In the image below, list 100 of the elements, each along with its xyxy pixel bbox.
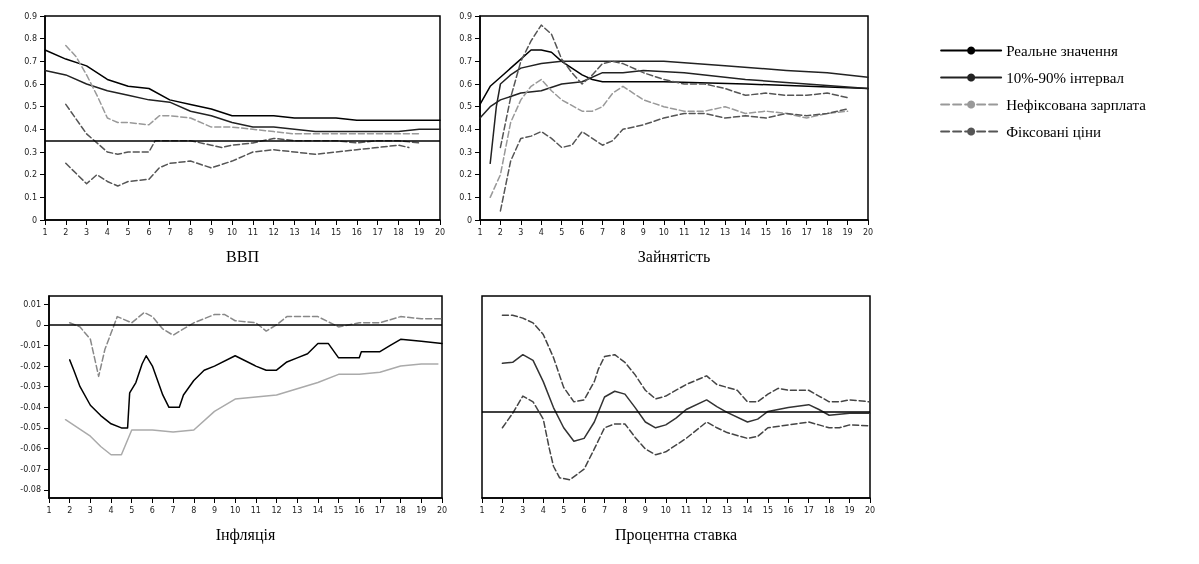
x-tick-label: 1: [477, 227, 483, 237]
x-tick-label: 4: [538, 227, 544, 237]
line-series: [65, 44, 420, 135]
x-tick-label: 17: [374, 505, 386, 515]
x-tick-label: 7: [170, 505, 176, 515]
y-tick-label: 0.01: [23, 299, 41, 309]
legend-label: Фіксовані ціни: [1006, 123, 1101, 140]
x-tick-label: 9: [642, 505, 648, 515]
x-tick-label: 18: [395, 505, 406, 515]
x-tick-label: 16: [351, 227, 362, 237]
y-tick-label: 0.8: [459, 34, 472, 44]
x-tick-label: 10: [227, 227, 238, 237]
x-tick-label: 11: [247, 227, 258, 237]
x-tick-label: 7: [601, 505, 608, 515]
x-tick-label: 12: [268, 227, 279, 237]
x-tick-label: 20: [864, 505, 876, 515]
x-tick-label: 6: [581, 505, 587, 515]
x-tick-label: 9: [640, 227, 646, 237]
legend-label: 10%-90% інтервал: [1006, 69, 1125, 86]
x-tick-label: 13: [292, 505, 303, 515]
x-tick-label: 15: [333, 505, 344, 515]
y-tick-label: 0.2: [459, 170, 472, 180]
x-tick-label: 10: [660, 505, 671, 515]
x-tick-label: 2: [497, 227, 503, 237]
x-tick-label: 18: [393, 227, 404, 237]
x-tick-label: 5: [559, 227, 565, 237]
x-tick-label: 19: [842, 227, 853, 237]
x-tick-label: 2: [67, 505, 73, 515]
y-tick-label: 0.9: [24, 11, 37, 21]
x-tick-label: 8: [620, 227, 626, 237]
x-axis-title: ВВП: [226, 247, 260, 265]
x-tick-label: 13: [719, 227, 731, 237]
x-tick-label: 12: [699, 227, 710, 237]
x-tick-label: 11: [679, 227, 690, 237]
x-tick-label: 17: [803, 505, 814, 515]
x-tick-label: 3: [520, 505, 526, 515]
y-tick-label: 0.5: [24, 102, 37, 112]
x-tick-label: 5: [129, 505, 135, 515]
x-tick-label: 3: [87, 505, 93, 515]
y-tick-label: -0.05: [20, 423, 41, 433]
x-tick-label: 9: [208, 227, 214, 237]
x-tick-label: 17: [801, 227, 812, 237]
y-tick-label: -0.01: [20, 340, 41, 350]
x-tick-label: 2: [499, 505, 505, 515]
x-tick-label: 7: [167, 227, 173, 237]
x-tick-label: 4: [108, 505, 114, 515]
legend-label: Нефіксована зарплата: [1006, 96, 1147, 113]
y-tick-label: 0: [31, 215, 37, 225]
y-tick-label: 0: [466, 215, 472, 225]
x-tick-label: 18: [824, 505, 835, 515]
x-tick-label: 1: [46, 505, 52, 515]
y-tick-label: 0.7: [24, 56, 37, 66]
x-tick-label: 20: [862, 227, 874, 237]
x-tick-label: 16: [781, 227, 792, 237]
y-tick-label: 0: [35, 320, 41, 330]
y-tick-label: 0.3: [459, 147, 472, 157]
y-tick-label: -0.07: [20, 464, 41, 474]
x-tick-label: 14: [742, 505, 753, 515]
x-tick-label: 11: [681, 505, 692, 515]
y-tick-label: -0.08: [20, 485, 41, 495]
x-tick-label: 9: [211, 505, 218, 515]
y-tick-label: 0.9: [459, 11, 472, 21]
line-series: [499, 108, 849, 212]
line-series: [68, 311, 443, 378]
x-tick-label: 15: [760, 227, 771, 237]
x-tick-label: 6: [579, 227, 585, 237]
x-tick-label: 10: [230, 505, 241, 515]
x-tick-label: 1: [42, 227, 48, 237]
x-tick-label: 6: [146, 227, 152, 237]
x-tick-label: 15: [762, 505, 773, 515]
y-tick-label: -0.03: [20, 382, 41, 392]
x-tick-label: 8: [191, 505, 197, 515]
x-tick-label: 19: [414, 227, 425, 237]
x-tick-label: 13: [721, 505, 733, 515]
x-tick-label: 5: [561, 505, 567, 515]
y-tick-label: 0.8: [24, 34, 37, 44]
line-series: [499, 24, 849, 149]
x-tick-label: 2: [63, 227, 69, 237]
x-tick-label: 12: [271, 505, 282, 515]
y-tick-label: 0.6: [24, 79, 37, 89]
y-tick-label: 0.4: [24, 124, 37, 134]
line-series: [65, 144, 410, 187]
x-tick-label: 13: [289, 227, 300, 237]
x-tick-label: 7: [599, 227, 606, 237]
y-tick-label: 0.5: [459, 102, 472, 112]
x-tick-label: 8: [622, 505, 628, 515]
x-tick-label: 14: [312, 505, 323, 515]
x-tick-label: 16: [783, 505, 794, 515]
y-tick-label: 0.4: [459, 124, 472, 134]
y-tick-label: 0.1: [24, 192, 37, 202]
x-tick-label: 1: [479, 505, 485, 515]
y-tick-label: -0.06: [20, 444, 41, 454]
y-tick-label: 0.7: [459, 56, 472, 66]
x-tick-label: 18: [822, 227, 833, 237]
x-tick-label: 17: [372, 227, 383, 237]
x-tick-label: 14: [740, 227, 751, 237]
x-tick-label: 11: [250, 505, 261, 515]
x-tick-label: 12: [701, 505, 712, 515]
x-tick-label: 10: [658, 227, 669, 237]
y-tick-label: 0.3: [24, 147, 37, 157]
